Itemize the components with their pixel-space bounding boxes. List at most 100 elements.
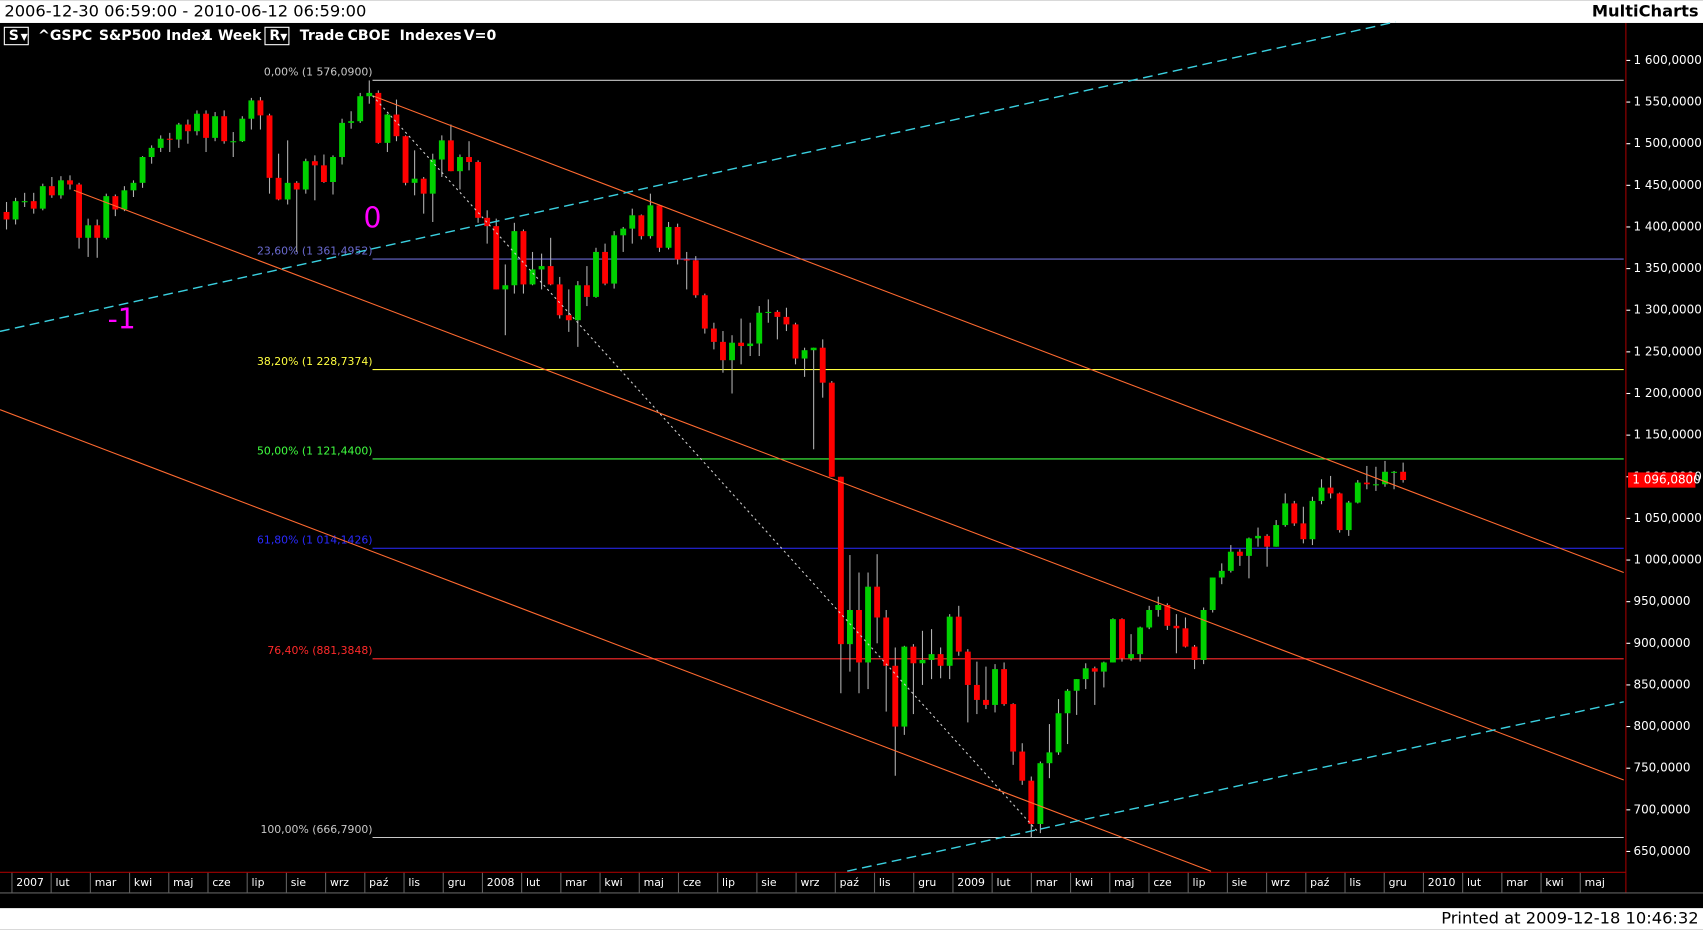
candle-body xyxy=(593,251,599,297)
candle-body xyxy=(266,115,273,178)
candle-body xyxy=(1336,493,1343,531)
candle-body xyxy=(184,124,191,132)
candle-body xyxy=(1318,487,1325,501)
x-tick-label: 2008 xyxy=(487,876,515,889)
range-menu-label[interactable]: R xyxy=(269,28,280,44)
candle-body xyxy=(710,328,717,342)
candle-body xyxy=(1345,502,1352,531)
trend-line xyxy=(73,189,1624,781)
candle-body xyxy=(166,138,173,140)
y-tick-label: 1 250,0000 xyxy=(1633,344,1701,358)
candle-body xyxy=(720,341,726,361)
x-tick-label: lis xyxy=(408,876,420,889)
candle-body xyxy=(1037,763,1044,824)
toolbar: S ▾ ^GSPC S&P500 Index 1 Week R ▾ Trade … xyxy=(3,26,497,46)
x-tick-label: maj xyxy=(173,876,193,889)
candle-body xyxy=(1372,484,1379,486)
y-tick-label: 1 400,0000 xyxy=(1633,219,1701,233)
x-tick-label: lut xyxy=(55,876,69,889)
y-tick-label: 1 050,0000 xyxy=(1633,511,1701,525)
candle-body xyxy=(302,161,309,190)
y-tick-label: 800,0000 xyxy=(1633,719,1690,733)
candle-body xyxy=(221,116,228,142)
candle-body xyxy=(1273,525,1280,547)
candle-body xyxy=(665,226,672,248)
candle-body xyxy=(1227,551,1234,571)
description: S&P500 Index xyxy=(99,28,210,44)
candle-body xyxy=(973,684,980,700)
exchange: CBOE xyxy=(348,28,391,44)
fib-label: 76,40% (881,3848) xyxy=(267,644,372,657)
candle-body xyxy=(103,196,110,238)
x-tick-label: lis xyxy=(879,876,891,889)
x-tick-label: wrz xyxy=(800,876,819,889)
candle-body xyxy=(1001,669,1008,705)
candle-body xyxy=(429,159,436,194)
candle-body xyxy=(348,121,355,123)
fib-label: 61,80% (1 014,1426) xyxy=(257,534,373,547)
title-bar xyxy=(0,0,1703,23)
candle-body xyxy=(756,312,763,344)
candle-body xyxy=(964,651,971,685)
y-tick-label: 1 200,0000 xyxy=(1633,386,1701,400)
candle-body xyxy=(484,217,491,227)
x-tick-label: 2009 xyxy=(957,876,985,889)
candle-body xyxy=(846,609,853,645)
candle-body xyxy=(1209,577,1216,610)
y-tick-label: 1 350,0000 xyxy=(1633,261,1701,275)
candle-body xyxy=(447,140,454,172)
candle-body xyxy=(1363,482,1370,485)
dropdown-arrow[interactable]: ▾ xyxy=(280,29,288,45)
x-tick-label: lip xyxy=(252,876,265,889)
candle-body xyxy=(3,211,10,220)
x-tick-label: wrz xyxy=(330,876,349,889)
y-tick-label: 850,0000 xyxy=(1633,677,1690,691)
candle-body xyxy=(1155,604,1162,610)
symbol: ^GSPC xyxy=(38,28,92,44)
fib-label: 23,60% (1 361,4952) xyxy=(257,244,373,257)
y-tick-label: 1 500,0000 xyxy=(1633,136,1701,150)
candle-body xyxy=(1064,690,1071,714)
volume: V=0 xyxy=(464,28,497,44)
candle-body xyxy=(402,136,409,183)
candle-body xyxy=(475,162,482,218)
y-tick-label: 950,0000 xyxy=(1633,594,1690,608)
candle-body xyxy=(783,316,790,325)
candle-body xyxy=(1046,752,1053,764)
candle-body xyxy=(1091,668,1098,672)
status-bar xyxy=(0,908,1703,930)
candle-body xyxy=(67,180,73,185)
x-tick-label: 2010 xyxy=(1428,876,1456,889)
trend-line xyxy=(0,409,1212,872)
symbol-menu[interactable] xyxy=(3,26,29,46)
candle-body xyxy=(602,251,608,284)
candle-body xyxy=(674,226,681,260)
x-tick-label: lip xyxy=(1193,876,1206,889)
dropdown-arrow[interactable]: ▾ xyxy=(21,29,29,45)
symbol-menu-label[interactable]: S xyxy=(9,28,19,44)
candle-body xyxy=(1146,609,1153,628)
fib-trend xyxy=(372,95,1038,832)
candle-body xyxy=(1128,654,1134,659)
range-menu[interactable] xyxy=(264,26,290,46)
candle-body xyxy=(565,315,572,321)
candle-body xyxy=(393,114,400,137)
candle-body xyxy=(339,122,345,158)
candle-body xyxy=(112,196,119,210)
x-tick-label: kwi xyxy=(1075,876,1093,889)
candle-body xyxy=(284,182,291,200)
fib-label: 0,00% (1 576,0900) xyxy=(264,66,373,79)
candle-body xyxy=(139,157,146,183)
candle-body xyxy=(502,285,509,290)
candle-body xyxy=(629,215,636,229)
candle-body xyxy=(357,96,364,122)
candle-body xyxy=(493,226,500,290)
x-tick-label: mar xyxy=(1036,876,1058,889)
fib-label: 50,00% (1 121,4400) xyxy=(257,444,373,457)
candle-body xyxy=(57,180,64,196)
candle-body xyxy=(1019,751,1026,781)
candle-body xyxy=(121,190,128,210)
candle-body xyxy=(901,646,908,727)
candle-body xyxy=(919,659,926,664)
candle-body xyxy=(611,235,618,284)
